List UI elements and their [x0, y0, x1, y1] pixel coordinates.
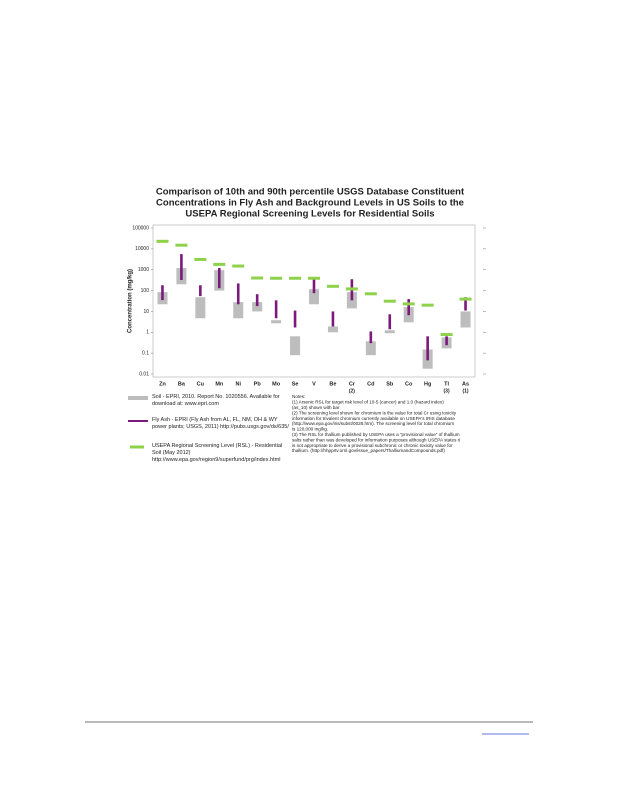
fly-ash-range-bar	[426, 336, 429, 361]
soil-range-bar	[384, 330, 395, 334]
rsl-marker	[421, 303, 434, 307]
x-tick-label: Ni	[235, 381, 241, 387]
rsl-marker	[440, 333, 453, 337]
rsl-marker	[308, 276, 320, 280]
x-tick-label: Se	[292, 381, 299, 387]
fly-ash-range-bar	[180, 254, 183, 281]
x-tick-note: (3)	[444, 388, 450, 394]
legend-entry: USEPA Regional Screening Level (RSL) - R…	[152, 443, 283, 463]
x-tick-label: As	[462, 381, 469, 387]
rsl-marker	[232, 264, 245, 268]
y-tick-label: 1000	[138, 267, 149, 273]
soil-range-bar	[271, 320, 282, 324]
y-axis-label: Concentration (mg/kg)	[128, 269, 134, 333]
x-tick-note: (2)	[349, 388, 355, 394]
x-tick-label: Zn	[159, 381, 166, 387]
note-line: (1) Arsenic RSL for target risk level of…	[292, 400, 444, 405]
legend-entry: Soil - EPRI, 2010. Report No. 1020556. A…	[152, 394, 280, 407]
legend-swatch	[128, 396, 148, 400]
note-line: (as_10) shown with bar	[292, 405, 340, 410]
note-line: (http://www.epa.gov/iris/subst/0028.htm)…	[292, 421, 454, 426]
fly-ash-range-bar	[369, 331, 373, 344]
rsl-marker	[194, 257, 207, 261]
legend-text: Soil - EPRI, 2010. Report No. 1020556. A…	[152, 394, 280, 407]
note-line: information for trivalent chromium curre…	[292, 416, 455, 421]
rsl-marker	[364, 292, 377, 296]
x-tick-label: Cu	[197, 381, 204, 387]
rsl-marker	[326, 284, 339, 288]
rsl-marker	[213, 262, 226, 266]
y-tick-label: 100000	[132, 225, 149, 231]
fly-ash-range-bar	[293, 310, 297, 328]
soil-range-bar	[252, 302, 263, 312]
y-tick-label: 10	[143, 309, 149, 315]
rsl-marker	[156, 239, 169, 243]
soil-range-bar	[233, 302, 244, 319]
note-line: (2) The screening level shown for chromi…	[292, 410, 457, 415]
note-line: is not appropriate to derive a provision…	[292, 443, 453, 448]
plot-frame	[152, 224, 476, 378]
rsl-marker	[251, 276, 264, 280]
rsl-marker	[459, 297, 472, 301]
soil-range-bar	[195, 297, 206, 319]
x-tick-label: Mn	[215, 381, 224, 387]
fly-ash-range-bar	[199, 285, 202, 297]
fly-ash-range-bar	[236, 283, 240, 305]
legend-entry: Fly Ash - EPRI (Fly Ash from AL, FL, NM,…	[152, 417, 289, 430]
note-line: Notes:	[292, 394, 305, 399]
chart-title: USEPA Regional Screening Levels for Resi…	[185, 209, 434, 220]
x-tick-label: Cr	[349, 381, 356, 387]
fly-ash-range-bar	[464, 297, 467, 311]
soil-range-bar	[309, 289, 319, 305]
fly-ash-range-bar	[331, 311, 335, 327]
rsl-marker	[175, 243, 188, 247]
note-line: is 120,000 mg/kg.	[292, 427, 328, 432]
y-tick-label: 0.01	[139, 371, 149, 377]
legend-swatch	[130, 445, 144, 449]
fly-ash-range-bar	[407, 299, 411, 316]
x-tick-label: Tl	[444, 381, 449, 387]
y-tick-label: 0.1	[142, 350, 149, 356]
y-tick-label: 1	[146, 330, 149, 336]
x-tick-note: (1)	[462, 388, 468, 394]
chart-title: Concentrations in Fly Ash and Background…	[156, 198, 464, 209]
x-tick-label: Ba	[178, 381, 186, 387]
legend-swatch	[128, 420, 148, 422]
rsl-marker	[383, 299, 396, 303]
x-tick-label: Pb	[254, 381, 262, 387]
x-tick-label: Co	[405, 381, 413, 387]
x-tick-label: Cd	[367, 381, 374, 387]
rsl-marker	[402, 302, 415, 306]
soil-range-bar	[460, 311, 471, 328]
note-line: thallium. (http://hhpprtv.ornl.gov/issue…	[292, 448, 445, 453]
x-tick-label: Hg	[424, 381, 431, 387]
x-tick-label: V	[312, 381, 316, 387]
fly-ash-range-bar	[312, 278, 316, 294]
y-tick-label: 100	[141, 288, 150, 294]
fly-ash-range-bar	[217, 268, 221, 289]
fly-ash-range-bar	[255, 294, 259, 307]
rsl-marker	[270, 276, 283, 280]
fly-ash-range-bar	[388, 314, 392, 330]
fly-ash-range-bar	[274, 300, 278, 319]
fly-ash-range-bar	[445, 336, 448, 346]
rsl-marker	[289, 276, 302, 280]
soil-range-bar	[365, 341, 376, 356]
y-tick-label: 10000	[135, 246, 149, 252]
fly-ash-range-bar	[161, 285, 164, 301]
x-tick-label: Mo	[272, 381, 281, 387]
chart-title: Comparison of 10th and 90th percentile U…	[156, 187, 465, 198]
soil-range-bar	[327, 326, 338, 333]
note-line: salts rather than was developed for info…	[292, 437, 461, 442]
note-line: (3) The RSL for thallium published by US…	[292, 432, 460, 437]
legend-text: Fly Ash - EPRI (Fly Ash from AL, FL, NM,…	[152, 417, 289, 430]
rsl-marker	[345, 287, 358, 291]
x-tick-label: Sb	[386, 381, 394, 387]
legend-text: USEPA Regional Screening Level (RSL) - R…	[152, 443, 283, 463]
x-tick-label: Be	[329, 381, 336, 387]
soil-range-bar	[290, 336, 301, 356]
